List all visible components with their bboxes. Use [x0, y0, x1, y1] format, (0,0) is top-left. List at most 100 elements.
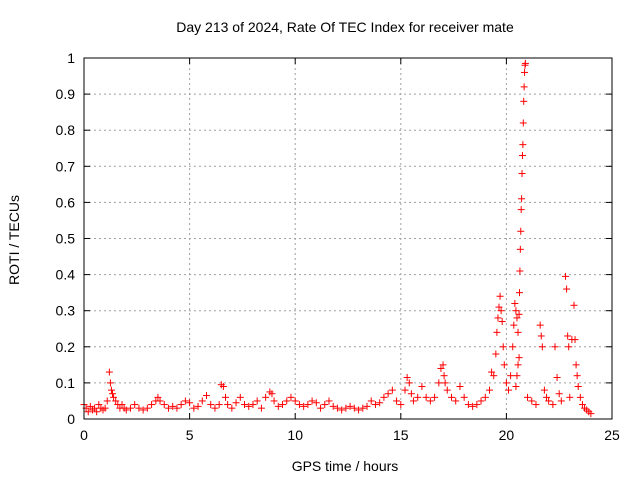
data-point: [93, 408, 101, 416]
data-point: [587, 410, 595, 418]
data-point: [257, 404, 265, 412]
data-point: [388, 386, 396, 394]
data-point: [540, 386, 548, 394]
data-point: [308, 397, 316, 405]
data-point: [456, 383, 464, 391]
data-point: [426, 397, 434, 405]
data-point: [517, 227, 525, 235]
data-point: [570, 301, 578, 309]
data-point: [511, 299, 519, 307]
data-point: [112, 397, 120, 405]
data-point: [236, 393, 244, 401]
data-point: [571, 336, 579, 344]
data-point: [473, 401, 481, 409]
data-point: [262, 393, 270, 401]
data-point: [555, 390, 563, 398]
y-tick-label: 0.5: [56, 231, 76, 247]
data-point: [493, 328, 501, 336]
data-point: [397, 401, 405, 409]
data-point: [245, 402, 253, 410]
data-point: [488, 368, 496, 376]
y-tick-labels: 0 0.1 0.2 0.3 0.4 0.5 0.6 0.7 0.8 0.9 1: [56, 50, 76, 427]
y-tick-label: 0.2: [56, 339, 76, 355]
data-point: [418, 383, 426, 391]
data-point: [219, 383, 227, 391]
data-point: [346, 402, 354, 410]
data-point: [431, 393, 439, 401]
data-point: [181, 397, 189, 405]
data-point: [186, 399, 194, 407]
data-point: [169, 402, 177, 410]
plot-frame: [83, 57, 613, 420]
data-point: [543, 393, 551, 401]
data-point: [500, 361, 508, 369]
data-point: [469, 402, 477, 410]
data-point: [287, 393, 295, 401]
data-point: [518, 151, 526, 159]
data-point: [215, 401, 223, 409]
data-point: [148, 401, 156, 409]
y-tick-label: 0.7: [56, 158, 76, 174]
x-tick-label: 10: [287, 427, 303, 443]
data-point: [403, 373, 411, 381]
data-point: [279, 401, 287, 409]
x-tick-label: 25: [604, 427, 620, 443]
data-point: [156, 397, 164, 405]
data-point: [576, 393, 584, 401]
data-point: [190, 404, 198, 412]
data-point: [513, 314, 521, 322]
data-point: [154, 393, 162, 401]
data-point: [502, 379, 510, 387]
data-point: [564, 332, 572, 340]
data-point: [460, 393, 468, 401]
data-point: [350, 404, 358, 412]
data-point: [126, 404, 134, 412]
data-point: [515, 310, 523, 318]
data-point: [524, 393, 532, 401]
data-point: [499, 343, 507, 351]
data-point: [447, 393, 455, 401]
data-point: [518, 170, 526, 178]
data-point: [513, 372, 521, 380]
chart-title: Day 213 of 2024, Rate Of TEC Index for r…: [176, 19, 514, 35]
data-point: [505, 386, 513, 394]
data-point: [497, 307, 505, 315]
data-point: [253, 397, 261, 405]
data-point: [300, 402, 308, 410]
data-point: [274, 402, 282, 410]
data-point: [422, 393, 430, 401]
data-point: [563, 285, 571, 293]
data-point: [103, 397, 111, 405]
data-point: [371, 401, 379, 409]
data-point: [232, 399, 240, 407]
data-point: [578, 401, 586, 409]
data-point: [512, 383, 520, 391]
data-point: [573, 372, 581, 380]
data-point: [496, 292, 504, 300]
data-point: [367, 397, 375, 405]
data-point: [222, 393, 230, 401]
data-point: [520, 97, 528, 105]
data-point: [518, 195, 526, 203]
data-point: [443, 386, 451, 394]
data-point: [566, 393, 574, 401]
data-point: [492, 350, 500, 358]
x-tick-label: 5: [186, 427, 194, 443]
data-point: [409, 397, 417, 405]
data-point: [536, 321, 544, 329]
data-point: [507, 372, 515, 380]
data-point: [101, 404, 109, 412]
data-point: [211, 404, 219, 412]
data-point: [91, 404, 99, 412]
axis-ticks: [83, 57, 613, 420]
data-point: [477, 397, 485, 405]
y-tick-label: 0.1: [56, 375, 76, 391]
data-point: [401, 386, 409, 394]
y-axis-label: ROTI / TECUs: [6, 195, 22, 285]
data-point: [295, 401, 303, 409]
data-point: [532, 401, 540, 409]
data-point: [131, 401, 139, 409]
data-point: [164, 404, 172, 412]
data-point: [317, 404, 325, 412]
